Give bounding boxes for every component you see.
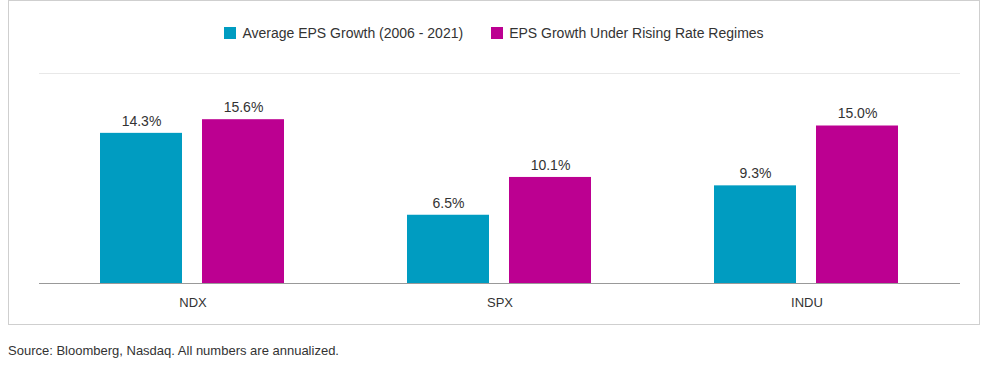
html-text:Source: Bloomberg, Nasdaq. All: Source: Bloomberg, Nasdaq. All numbers a… [8,343,339,358]
svg-text:15.6%: 15.6% [224,99,264,115]
html-text:Average EPS Growth (2006 - 202: Average EPS Growth (2006 - 2021) [242,24,464,41]
svg-text:15.0%: 15.0% [838,105,878,121]
svg-text:INDU: INDU [791,295,823,310]
svg-text:NDX: NDX [179,295,207,310]
svg-text:14.3%: 14.3% [122,113,162,129]
html-text:EPS Growth Under Rising Rate R: EPS Growth Under Rising Rate Regimes [509,24,764,41]
svg-text:6.5%: 6.5% [433,195,465,211]
svg-text:10.1%: 10.1% [531,157,571,173]
svg-text:9.3%: 9.3% [740,165,772,181]
svg-text:SPX: SPX [487,295,513,310]
